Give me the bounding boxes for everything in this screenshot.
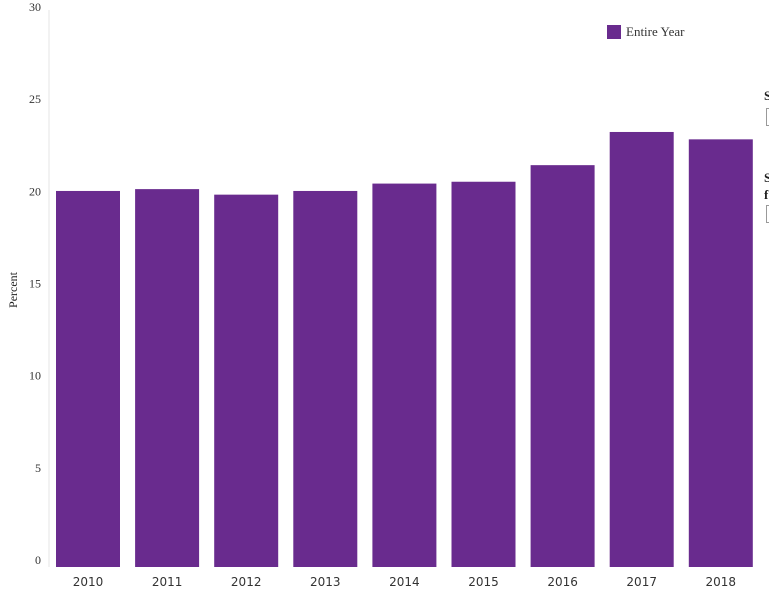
bar-2011[interactable] [135,189,200,567]
bar-2014[interactable] [372,183,437,567]
bar-2018[interactable] [688,139,753,567]
bar-2015[interactable] [451,181,516,567]
x-tick-label-2010: 2010 [73,575,104,589]
side-select-2[interactable] [766,205,769,223]
bar-2012[interactable] [214,194,279,567]
side-label-2b: f [764,187,769,202]
y-axis: 0 5 10 15 20 25 30 [29,0,50,567]
x-axis: 2010 2011 2012 2013 2014 2015 2016 2017 2018 [73,575,736,589]
x-tick-label-2011: 2011 [152,575,183,589]
x-tick-label-2015: 2015 [468,575,499,589]
x-tick-label-2018: 2018 [706,575,737,589]
bar-2017[interactable] [609,131,674,567]
legend-label-entire-year: Entire Year [626,24,685,39]
side-panel-clipped: S S f [764,88,769,238]
x-tick-label-2013: 2013 [310,575,341,589]
x-tick-label-2014: 2014 [389,575,420,589]
y-tick-label: 0 [35,553,41,567]
y-tick-label: 20 [29,184,41,198]
side-label-2: S [764,170,769,185]
y-tick-label: 25 [29,92,41,106]
y-axis-title: Percent [6,271,20,308]
legend: Entire Year [607,24,685,40]
side-label-1: S [764,88,769,103]
bar-2016[interactable] [530,165,595,568]
x-tick-label-2017: 2017 [626,575,657,589]
x-tick-label-2012: 2012 [231,575,262,589]
bar-2013[interactable] [293,190,358,567]
y-tick-label: 5 [35,461,41,475]
bars [56,131,753,568]
y-tick-label: 10 [29,369,41,383]
y-tick-label: 30 [29,0,41,14]
legend-swatch [607,25,621,39]
x-tick-label-2016: 2016 [547,575,578,589]
bar-2010[interactable] [56,190,120,567]
y-tick-label: 15 [29,277,41,291]
side-select-1[interactable] [766,108,769,126]
